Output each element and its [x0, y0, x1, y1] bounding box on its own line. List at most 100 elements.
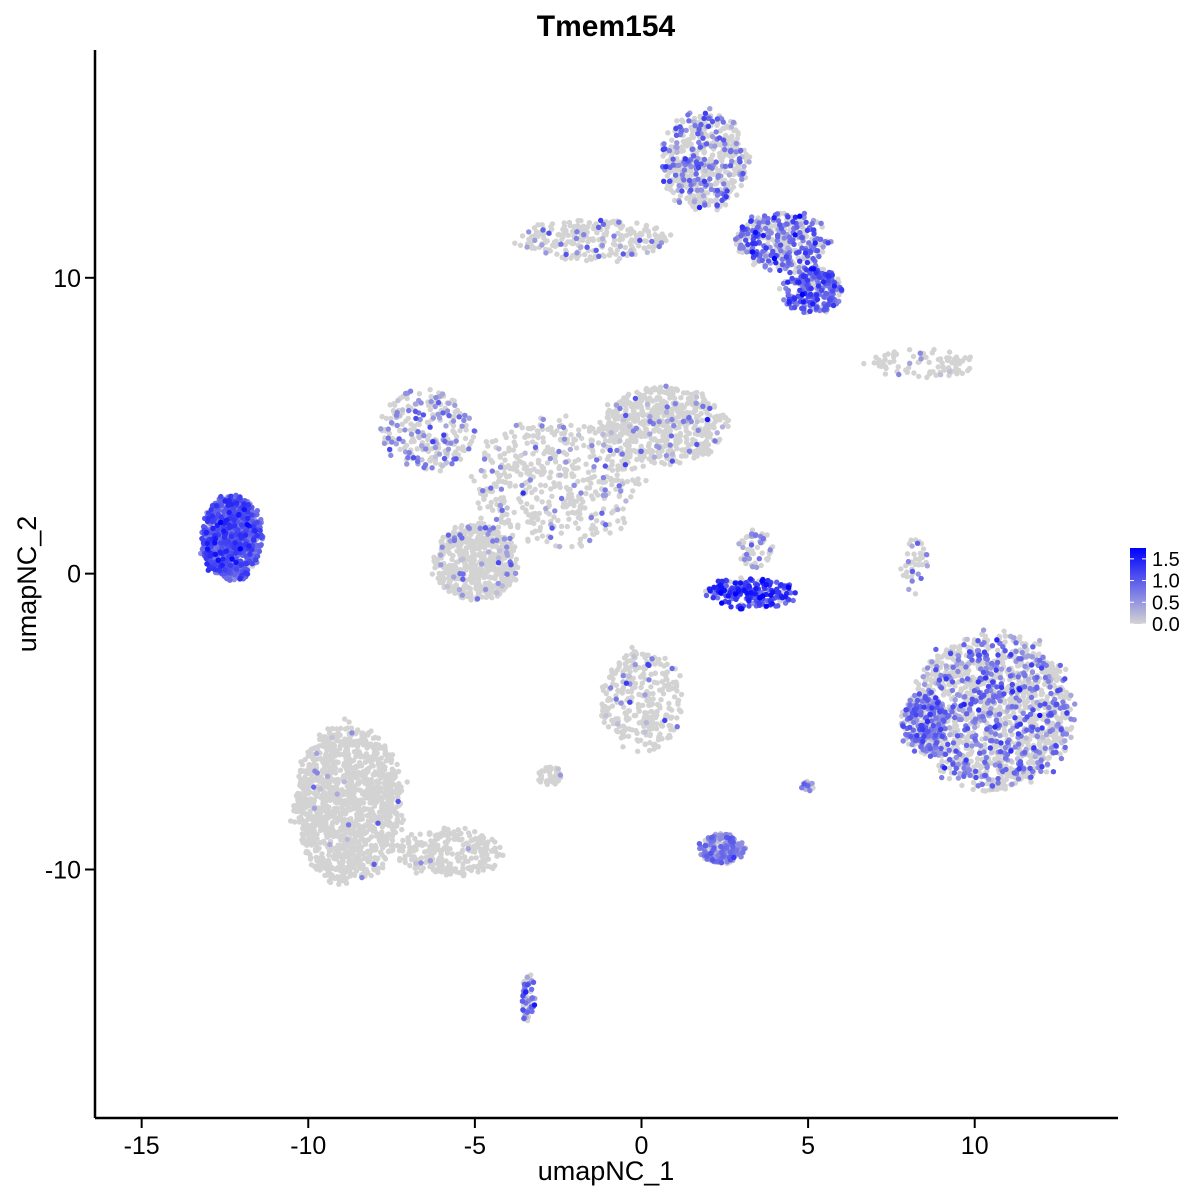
cell-point [610, 412, 616, 418]
cell-point [350, 757, 357, 764]
cell-point [498, 575, 505, 581]
cell-point [564, 523, 570, 530]
cell-point [326, 870, 333, 876]
cell-point [317, 827, 324, 834]
cell-point [472, 575, 478, 582]
cell-point [546, 474, 553, 481]
cell-point [548, 486, 554, 492]
cell-point [343, 765, 349, 771]
cell-point [544, 460, 551, 466]
cell-point [528, 425, 534, 432]
cell-point [663, 435, 670, 442]
cell-point [539, 533, 546, 539]
cell-point [970, 786, 976, 793]
cell-point [1049, 660, 1055, 667]
cell-point [717, 154, 723, 160]
cell-point [368, 872, 374, 879]
cell-point [372, 794, 378, 800]
cell-point [462, 562, 468, 568]
cell-point [316, 845, 322, 851]
cell-point [580, 477, 586, 483]
cell-point [542, 482, 549, 489]
cell-point [568, 422, 574, 429]
cell-point [632, 465, 638, 471]
cell-point [510, 447, 517, 453]
cell-point [575, 514, 582, 521]
cell-point [657, 384, 664, 390]
cell-point [367, 855, 373, 861]
cell-point [526, 484, 533, 490]
cell-point [546, 502, 552, 509]
cell-point [513, 577, 519, 583]
cell-point [571, 240, 577, 247]
cell-point [306, 835, 312, 841]
cell-point [323, 822, 329, 828]
cell-point [569, 543, 575, 550]
cell-point [353, 804, 360, 810]
cell-point [537, 482, 544, 488]
cell-point [497, 844, 503, 851]
cell-point [559, 431, 565, 437]
cell-point [311, 761, 317, 767]
cell-point [348, 771, 354, 777]
cell-point [482, 545, 488, 551]
cell-point [346, 850, 352, 856]
cell-point [451, 451, 457, 458]
cell-point [952, 644, 958, 650]
cell-point [386, 831, 392, 837]
cell-point [590, 496, 596, 502]
cell-point [657, 401, 664, 408]
cell-point [651, 385, 658, 391]
cell-point [531, 233, 537, 239]
cell-point [621, 519, 628, 526]
cell-point [677, 430, 683, 437]
cell-point [569, 509, 576, 515]
cell-point [384, 790, 391, 796]
cell-point [623, 397, 630, 403]
cell-point [475, 500, 481, 506]
cell-point [519, 425, 525, 431]
cell-point [298, 806, 305, 812]
cell-point [577, 504, 583, 510]
cell-point [651, 460, 658, 466]
cell-point [511, 509, 517, 516]
cell-point [356, 863, 363, 870]
cell-point [404, 779, 410, 785]
cell-point [339, 856, 346, 863]
cell-point [397, 428, 403, 434]
cell-point [346, 859, 352, 865]
cell-point [321, 860, 328, 867]
cell-point [641, 392, 647, 398]
cell-point [729, 180, 736, 186]
cell-point [634, 220, 640, 226]
cell-point [540, 435, 546, 441]
cell-point [650, 248, 656, 254]
cell-point [362, 736, 368, 743]
cell-point [600, 448, 606, 454]
cell-point [351, 830, 357, 836]
cell-point [582, 251, 588, 258]
cell-point [323, 769, 330, 775]
cell-point [458, 541, 464, 547]
cell-point [702, 450, 709, 456]
cell-point [674, 118, 680, 124]
cell-point [516, 496, 522, 502]
cell-point [734, 192, 740, 198]
cell-point [978, 764, 984, 771]
cell-point [463, 422, 469, 429]
cell-point [350, 793, 356, 799]
cell-point [554, 251, 560, 257]
cell-point [340, 751, 346, 758]
cell-point [590, 522, 596, 528]
cell-point [573, 498, 580, 504]
cell-point [1021, 698, 1027, 705]
cell-point [541, 235, 547, 241]
cell-point [470, 434, 477, 440]
cell-point [485, 443, 491, 449]
cell-point [447, 562, 453, 569]
cell-point [415, 421, 421, 427]
cell-point [593, 518, 600, 524]
cell-point [558, 530, 564, 536]
cell-point [691, 408, 698, 414]
cell-point [437, 468, 443, 474]
